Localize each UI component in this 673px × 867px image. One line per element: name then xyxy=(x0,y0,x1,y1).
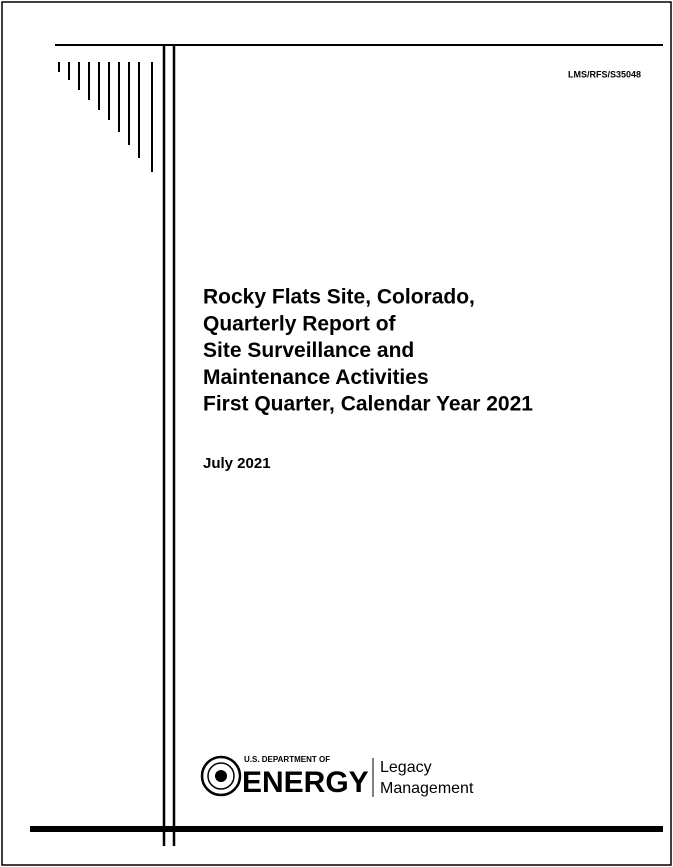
logo-agency: ENERGY xyxy=(242,766,369,799)
document-number: LMS/RFS/S35048 xyxy=(568,69,641,79)
title-line: Site Surveillance and xyxy=(203,339,414,362)
logo-office: Management xyxy=(380,780,474,797)
title-block: Rocky Flats Site, Colorado, Quarterly Rep… xyxy=(203,286,533,416)
decorative-bars xyxy=(58,62,153,172)
title-line: Rocky Flats Site, Colorado, xyxy=(203,286,475,309)
title-line: Quarterly Report of xyxy=(203,312,397,335)
title-line: First Quarter, Calendar Year 2021 xyxy=(203,393,533,416)
title-line: Maintenance Activities xyxy=(203,366,429,389)
logo-office: Legacy xyxy=(380,759,432,776)
doe-seal xyxy=(200,755,242,797)
logo-department: U.S. DEPARTMENT OF xyxy=(244,755,330,764)
date: July 2021 xyxy=(203,455,271,472)
